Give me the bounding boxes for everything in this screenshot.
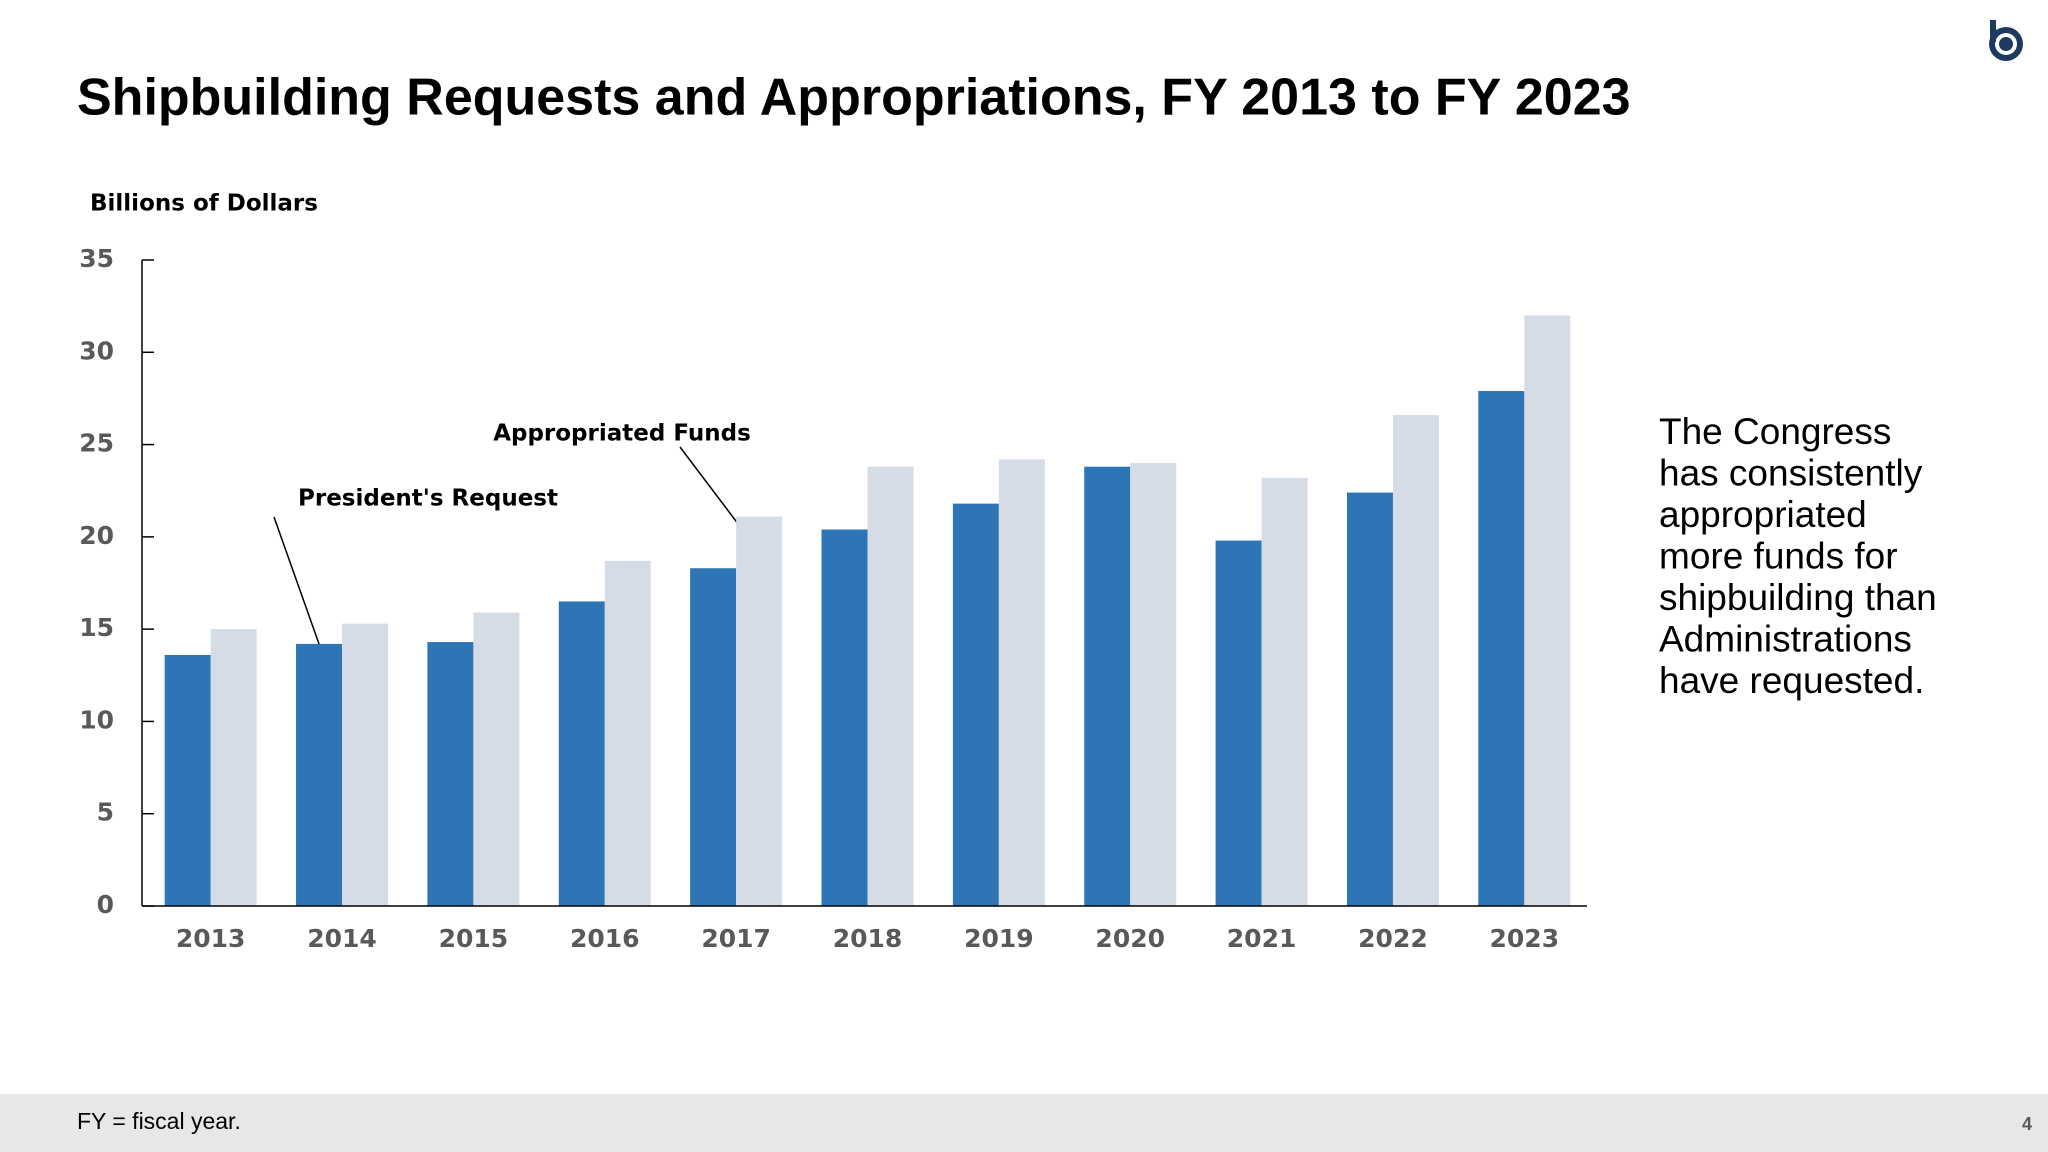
leader-line — [273, 516, 325, 659]
bar — [1215, 540, 1262, 906]
logo — [1989, 20, 2023, 61]
annotation: President's Request — [298, 486, 558, 512]
y-axis-label: Billions of Dollars — [90, 191, 318, 217]
bar — [690, 568, 737, 906]
y-tick-label: 20 — [79, 521, 114, 550]
y-tick-label: 30 — [79, 336, 114, 365]
side-text-line: have requested. — [1659, 660, 1924, 701]
bar — [998, 459, 1045, 906]
footnote: FY = fiscal year. — [77, 1108, 241, 1134]
bar — [604, 560, 651, 906]
bar — [1130, 463, 1177, 906]
bar — [1346, 492, 1393, 906]
annotation: Appropriated Funds — [493, 421, 751, 447]
bar — [821, 529, 868, 906]
y-tick-label: 10 — [79, 705, 114, 734]
y-tick-label: 35 — [79, 244, 114, 273]
bar — [867, 466, 914, 906]
x-tick-label: 2023 — [1490, 924, 1560, 953]
x-tick-label: 2018 — [833, 924, 903, 953]
bar — [1478, 391, 1525, 906]
x-tick-label: 2021 — [1227, 924, 1297, 953]
bar — [736, 516, 783, 906]
x-tick-label: 2013 — [176, 924, 246, 953]
bar — [164, 654, 211, 906]
footer-band — [0, 1094, 2048, 1152]
x-tick-label: 2020 — [1095, 924, 1165, 953]
side-text-line: has consistently — [1659, 452, 1923, 493]
y-tick-label: 15 — [79, 613, 114, 642]
title: Shipbuilding Requests and Appropriations… — [77, 69, 1631, 127]
bar — [1084, 466, 1131, 906]
page-number: 4 — [2022, 1114, 2032, 1134]
bar — [1261, 477, 1308, 906]
side-text-line: appropriated — [1659, 494, 1867, 535]
x-tick-label: 2017 — [701, 924, 771, 953]
y-tick-label: 5 — [97, 798, 114, 827]
bar — [342, 623, 389, 906]
side-text-line: Administrations — [1659, 618, 1912, 659]
x-tick-label: 2022 — [1358, 924, 1428, 953]
bar — [473, 612, 520, 906]
x-tick-label: 2016 — [570, 924, 640, 953]
x-tick-label: 2015 — [439, 924, 509, 953]
side-text-line: more funds for — [1659, 535, 1898, 576]
side-text-line: The Congress — [1659, 411, 1891, 452]
bar — [1392, 415, 1439, 906]
y-tick-label: 0 — [97, 890, 114, 919]
bar — [952, 503, 999, 906]
bar — [558, 601, 605, 906]
x-tick-label: 2019 — [964, 924, 1034, 953]
bar — [296, 643, 343, 906]
bar — [427, 642, 474, 906]
bar — [210, 629, 257, 906]
side-text-line: shipbuilding than — [1659, 577, 1937, 618]
x-tick-label: 2014 — [307, 924, 377, 953]
bar — [1524, 315, 1571, 906]
y-tick-label: 25 — [79, 429, 114, 458]
